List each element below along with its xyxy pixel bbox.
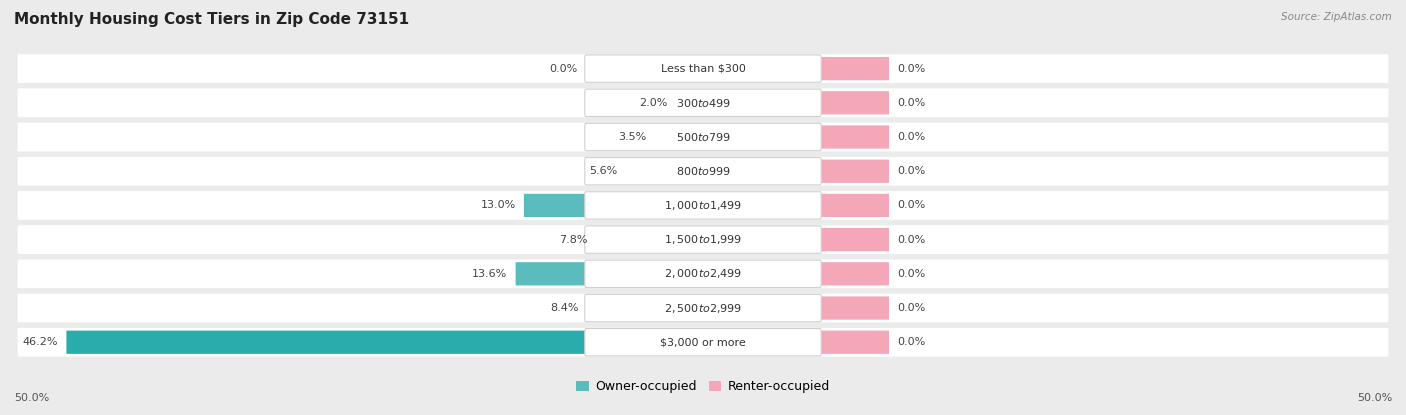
FancyBboxPatch shape bbox=[18, 54, 1388, 83]
Text: 13.0%: 13.0% bbox=[481, 200, 516, 210]
FancyBboxPatch shape bbox=[820, 91, 889, 115]
FancyBboxPatch shape bbox=[585, 89, 821, 117]
FancyBboxPatch shape bbox=[18, 88, 1388, 117]
FancyBboxPatch shape bbox=[820, 125, 889, 149]
Text: $2,500 to $2,999: $2,500 to $2,999 bbox=[664, 302, 742, 315]
FancyBboxPatch shape bbox=[820, 331, 889, 354]
FancyBboxPatch shape bbox=[18, 157, 1388, 186]
Legend: Owner-occupied, Renter-occupied: Owner-occupied, Renter-occupied bbox=[571, 376, 835, 398]
FancyBboxPatch shape bbox=[675, 91, 703, 115]
FancyBboxPatch shape bbox=[524, 194, 703, 217]
Text: $1,500 to $1,999: $1,500 to $1,999 bbox=[664, 233, 742, 246]
Text: 50.0%: 50.0% bbox=[14, 393, 49, 403]
FancyBboxPatch shape bbox=[585, 226, 821, 253]
Text: 0.0%: 0.0% bbox=[550, 63, 578, 73]
FancyBboxPatch shape bbox=[820, 296, 889, 320]
FancyBboxPatch shape bbox=[18, 328, 1388, 356]
FancyBboxPatch shape bbox=[655, 125, 703, 149]
Text: $800 to $999: $800 to $999 bbox=[675, 165, 731, 177]
Text: 3.5%: 3.5% bbox=[619, 132, 647, 142]
FancyBboxPatch shape bbox=[585, 260, 821, 288]
FancyBboxPatch shape bbox=[820, 160, 889, 183]
Text: 5.6%: 5.6% bbox=[589, 166, 617, 176]
Text: $300 to $499: $300 to $499 bbox=[675, 97, 731, 109]
Text: 50.0%: 50.0% bbox=[1357, 393, 1392, 403]
Text: 0.0%: 0.0% bbox=[897, 98, 925, 108]
Text: Monthly Housing Cost Tiers in Zip Code 73151: Monthly Housing Cost Tiers in Zip Code 7… bbox=[14, 12, 409, 27]
Text: 46.2%: 46.2% bbox=[22, 337, 58, 347]
FancyBboxPatch shape bbox=[18, 191, 1388, 220]
Text: $3,000 or more: $3,000 or more bbox=[661, 337, 745, 347]
FancyBboxPatch shape bbox=[585, 158, 821, 185]
Text: 7.8%: 7.8% bbox=[558, 234, 588, 244]
Text: Less than $300: Less than $300 bbox=[661, 63, 745, 73]
FancyBboxPatch shape bbox=[18, 259, 1388, 288]
FancyBboxPatch shape bbox=[585, 55, 821, 82]
FancyBboxPatch shape bbox=[18, 123, 1388, 151]
FancyBboxPatch shape bbox=[66, 331, 703, 354]
Text: 0.0%: 0.0% bbox=[897, 269, 925, 279]
Text: $1,000 to $1,499: $1,000 to $1,499 bbox=[664, 199, 742, 212]
FancyBboxPatch shape bbox=[18, 294, 1388, 322]
FancyBboxPatch shape bbox=[516, 262, 703, 286]
FancyBboxPatch shape bbox=[626, 160, 703, 183]
Text: 0.0%: 0.0% bbox=[897, 166, 925, 176]
FancyBboxPatch shape bbox=[585, 192, 821, 219]
Text: 0.0%: 0.0% bbox=[897, 337, 925, 347]
Text: 8.4%: 8.4% bbox=[551, 303, 579, 313]
Text: $2,000 to $2,499: $2,000 to $2,499 bbox=[664, 267, 742, 280]
Text: 0.0%: 0.0% bbox=[897, 303, 925, 313]
Text: 2.0%: 2.0% bbox=[638, 98, 668, 108]
FancyBboxPatch shape bbox=[820, 57, 889, 80]
Text: 13.6%: 13.6% bbox=[472, 269, 508, 279]
FancyBboxPatch shape bbox=[588, 296, 703, 320]
FancyBboxPatch shape bbox=[820, 262, 889, 286]
FancyBboxPatch shape bbox=[820, 194, 889, 217]
Text: 0.0%: 0.0% bbox=[897, 234, 925, 244]
Text: 0.0%: 0.0% bbox=[897, 132, 925, 142]
Text: 0.0%: 0.0% bbox=[897, 200, 925, 210]
FancyBboxPatch shape bbox=[596, 228, 703, 251]
Text: 0.0%: 0.0% bbox=[897, 63, 925, 73]
FancyBboxPatch shape bbox=[18, 225, 1388, 254]
FancyBboxPatch shape bbox=[585, 123, 821, 151]
FancyBboxPatch shape bbox=[585, 294, 821, 322]
Text: $500 to $799: $500 to $799 bbox=[675, 131, 731, 143]
FancyBboxPatch shape bbox=[585, 329, 821, 356]
FancyBboxPatch shape bbox=[820, 228, 889, 251]
Text: Source: ZipAtlas.com: Source: ZipAtlas.com bbox=[1281, 12, 1392, 22]
